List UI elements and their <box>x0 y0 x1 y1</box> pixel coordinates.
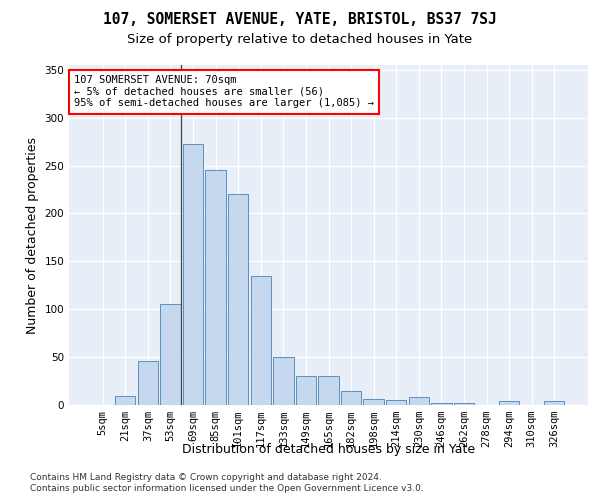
Text: 107 SOMERSET AVENUE: 70sqm
← 5% of detached houses are smaller (56)
95% of semi-: 107 SOMERSET AVENUE: 70sqm ← 5% of detac… <box>74 75 374 108</box>
Bar <box>386 400 406 405</box>
Bar <box>544 401 565 405</box>
Text: Size of property relative to detached houses in Yate: Size of property relative to detached ho… <box>127 32 473 46</box>
Bar <box>499 401 519 405</box>
Bar <box>138 361 158 405</box>
Bar <box>183 144 203 405</box>
Bar <box>160 304 181 405</box>
Text: Contains HM Land Registry data © Crown copyright and database right 2024.: Contains HM Land Registry data © Crown c… <box>30 472 382 482</box>
Y-axis label: Number of detached properties: Number of detached properties <box>26 136 39 334</box>
Bar <box>409 398 429 405</box>
Bar <box>431 403 452 405</box>
Bar <box>341 390 361 405</box>
Bar <box>319 376 338 405</box>
Text: Contains public sector information licensed under the Open Government Licence v3: Contains public sector information licen… <box>30 484 424 493</box>
Bar <box>454 403 474 405</box>
Bar <box>273 357 293 405</box>
Bar <box>115 396 136 405</box>
Text: Distribution of detached houses by size in Yate: Distribution of detached houses by size … <box>182 442 475 456</box>
Bar <box>228 194 248 405</box>
Text: 107, SOMERSET AVENUE, YATE, BRISTOL, BS37 7SJ: 107, SOMERSET AVENUE, YATE, BRISTOL, BS3… <box>103 12 497 28</box>
Bar <box>205 170 226 405</box>
Bar <box>296 376 316 405</box>
Bar <box>364 400 384 405</box>
Bar <box>251 276 271 405</box>
